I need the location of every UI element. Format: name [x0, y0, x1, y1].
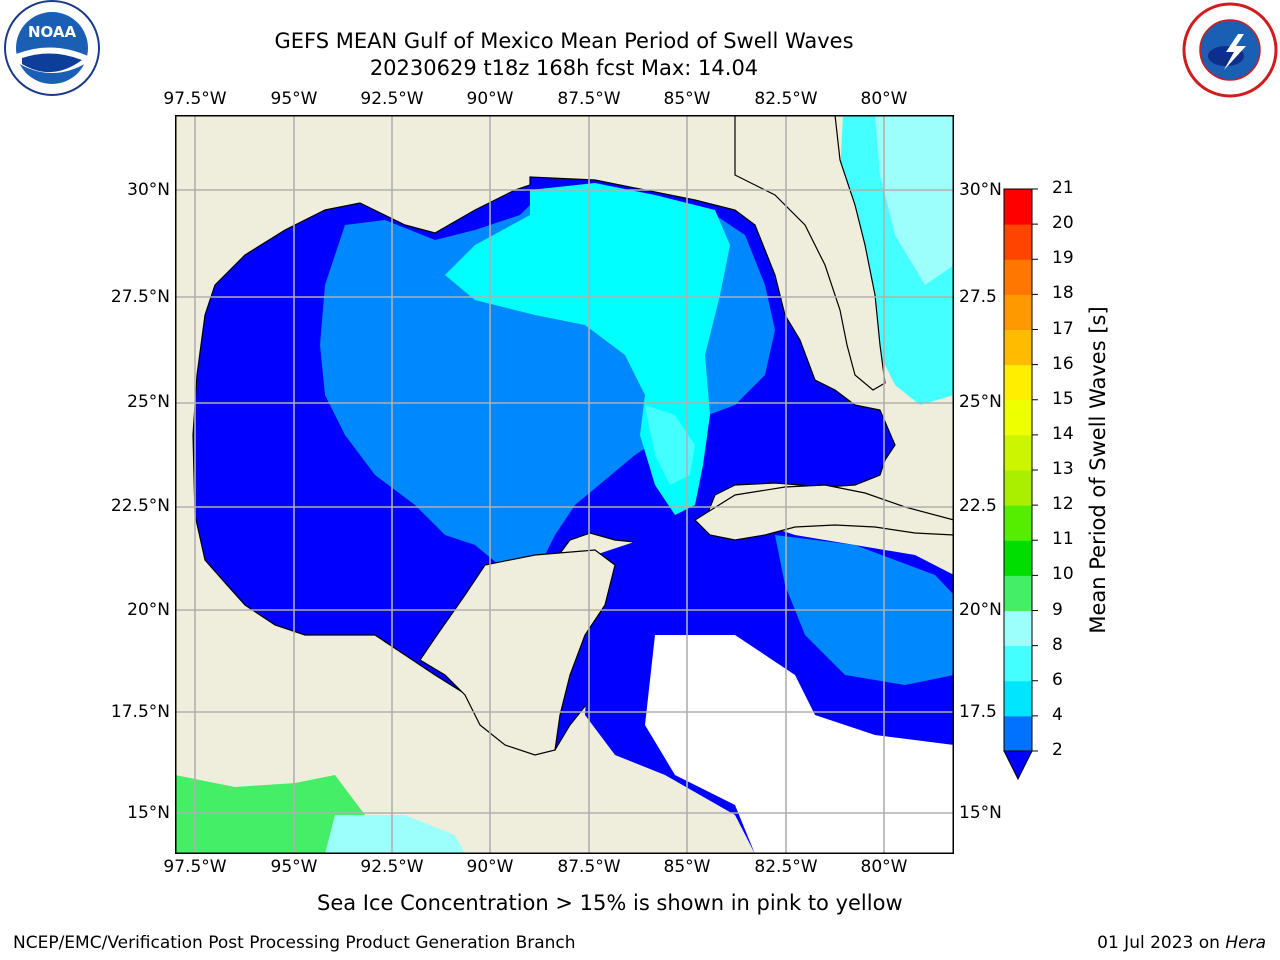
colorbar-swatch — [1004, 259, 1032, 295]
lon-label: 85°W — [663, 857, 711, 877]
colorbar-swatch — [1004, 364, 1032, 401]
lat-label: 25°N — [959, 392, 1002, 412]
map-frame — [175, 115, 954, 854]
colorbar-tick-label: 18 — [1052, 283, 1074, 304]
footer-left: NCEP/EMC/Verification Post Processing Pr… — [13, 933, 576, 953]
lat-label: 15°N — [959, 803, 1002, 823]
colorbar-swatch — [1004, 329, 1032, 366]
colorbar-tick-label: 14 — [1052, 423, 1074, 444]
colorbar-swatch — [1004, 434, 1032, 471]
lat-label: 17.5°N — [110, 702, 170, 722]
colorbar-tick-label: 16 — [1052, 353, 1074, 374]
colorbar-tick-label: 20 — [1052, 213, 1074, 234]
lat-label: 22.5°N — [110, 496, 170, 516]
lon-label: 92.5°W — [360, 89, 424, 109]
swell-period-map — [175, 115, 954, 854]
colorbar-tick-label: 2 — [1052, 740, 1063, 760]
colorbar-swatch — [1004, 715, 1032, 752]
atlantic-water-pale — [875, 115, 954, 285]
nws-logo — [1180, 0, 1280, 100]
lat-label: 30°N — [127, 180, 170, 200]
footer-host: Hera — [1225, 933, 1266, 953]
footer-date: 01 Jul 2023 on — [1097, 933, 1226, 953]
lat-label: 27.5 — [959, 287, 997, 307]
lon-label: 97.5°W — [163, 857, 227, 877]
colorbar-tick-label: 6 — [1052, 669, 1063, 690]
noaa-logo-text: NOAA — [28, 23, 77, 41]
colorbar-tick-label: 10 — [1052, 564, 1074, 585]
lon-label: 87.5°W — [557, 89, 621, 109]
colorbar-swatch — [1004, 224, 1032, 260]
colorbar-swatch — [1004, 575, 1032, 611]
lat-labels-left: 30°N 27.5°N 25°N 22.5°N 20°N 17.5°N 15°N — [0, 0, 172, 960]
noaa-logo: NOAA — [2, 0, 102, 100]
lon-labels-top: 97.5°W 95°W 92.5°W 90°W 87.5°W 85°W 82.5… — [0, 89, 1280, 111]
sea-ice-caption: Sea Ice Concentration > 15% is shown in … — [317, 891, 903, 915]
lon-label: 85°W — [663, 89, 711, 109]
lon-label: 80°W — [860, 857, 908, 877]
lat-label: 20°N — [127, 600, 170, 620]
lat-label: 20°N — [959, 600, 1002, 620]
colorbar-tick-label: 4 — [1052, 704, 1063, 725]
lon-label: 97.5°W — [163, 89, 227, 109]
colorbar-ticks: 2 4 6 8 9 10 11 12 13 14 15 16 17 18 19 20 21 — [1052, 0, 1092, 960]
florida — [734, 115, 886, 391]
chart-title: GEFS MEAN Gulf of Mexico Mean Period of … — [274, 29, 854, 53]
colorbar-swatch — [1004, 645, 1032, 682]
colorbar-tick-label: 13 — [1052, 459, 1074, 479]
lon-label: 95°W — [270, 89, 318, 109]
colorbar-swatch — [1004, 189, 1032, 225]
graticule — [175, 115, 954, 854]
colorbar-swatch — [1004, 470, 1032, 506]
lon-labels-bottom: 97.5°W 95°W 92.5°W 90°W 87.5°W 85°W 82.5… — [0, 857, 1280, 879]
lon-label: 82.5°W — [754, 89, 818, 109]
colorbar-swatches — [1003, 188, 1038, 781]
lat-label: 27.5°N — [110, 287, 170, 307]
colorbar-swatch — [1004, 540, 1032, 576]
cuba — [694, 484, 954, 541]
colorbar-tick-label: 8 — [1052, 634, 1063, 655]
lon-label: 90°W — [466, 857, 514, 877]
lon-label: 90°W — [466, 89, 514, 109]
colorbar-tick-label: 12 — [1052, 494, 1074, 515]
pacific-green — [175, 775, 375, 854]
gulf-water-6-8s — [645, 405, 695, 485]
lon-label: 82.5°W — [754, 857, 818, 877]
lat-label: 25°N — [127, 392, 170, 412]
pacific-pale — [325, 815, 465, 854]
lat-labels-right: 30°N 27.5 25°N 22.5 20°N 17.5 15°N — [959, 0, 1009, 960]
lon-label: 87.5°W — [557, 857, 621, 877]
colorbar — [1000, 185, 1050, 785]
colorbar-tick-label: 17 — [1052, 318, 1074, 339]
colorbar-label: Mean Period of Swell Waves [s] — [1086, 306, 1110, 634]
yucatan — [419, 549, 616, 756]
caribbean-white — [645, 635, 954, 854]
colorbar-tick-label: 19 — [1052, 248, 1074, 269]
lon-label: 92.5°W — [360, 857, 424, 877]
footer-right: 01 Jul 2023 on Hera — [1097, 933, 1266, 953]
lon-label: 80°W — [860, 89, 908, 109]
colorbar-swatch — [1004, 399, 1032, 436]
lat-label: 22.5 — [959, 496, 997, 516]
colorbar-swatch — [1004, 505, 1032, 541]
colorbar-tick-label: 9 — [1052, 599, 1063, 620]
colorbar-swatch — [1004, 610, 1032, 647]
lat-label: 17.5 — [959, 702, 997, 722]
colorbar-swatch — [1004, 680, 1032, 717]
colorbar-tick-label: 15 — [1052, 388, 1074, 409]
lat-label: 30°N — [959, 180, 1002, 200]
colorbar-swatch — [1004, 294, 1032, 330]
lon-label: 95°W — [270, 857, 318, 877]
colorbar-extend-arrow — [1003, 750, 1033, 781]
colorbar-tick-label: 21 — [1052, 178, 1074, 198]
chart-subtitle: 20230629 t18z 168h fcst Max: 14.04 — [369, 56, 759, 80]
lat-label: 15°N — [127, 803, 170, 823]
colorbar-tick-label: 11 — [1052, 529, 1074, 550]
